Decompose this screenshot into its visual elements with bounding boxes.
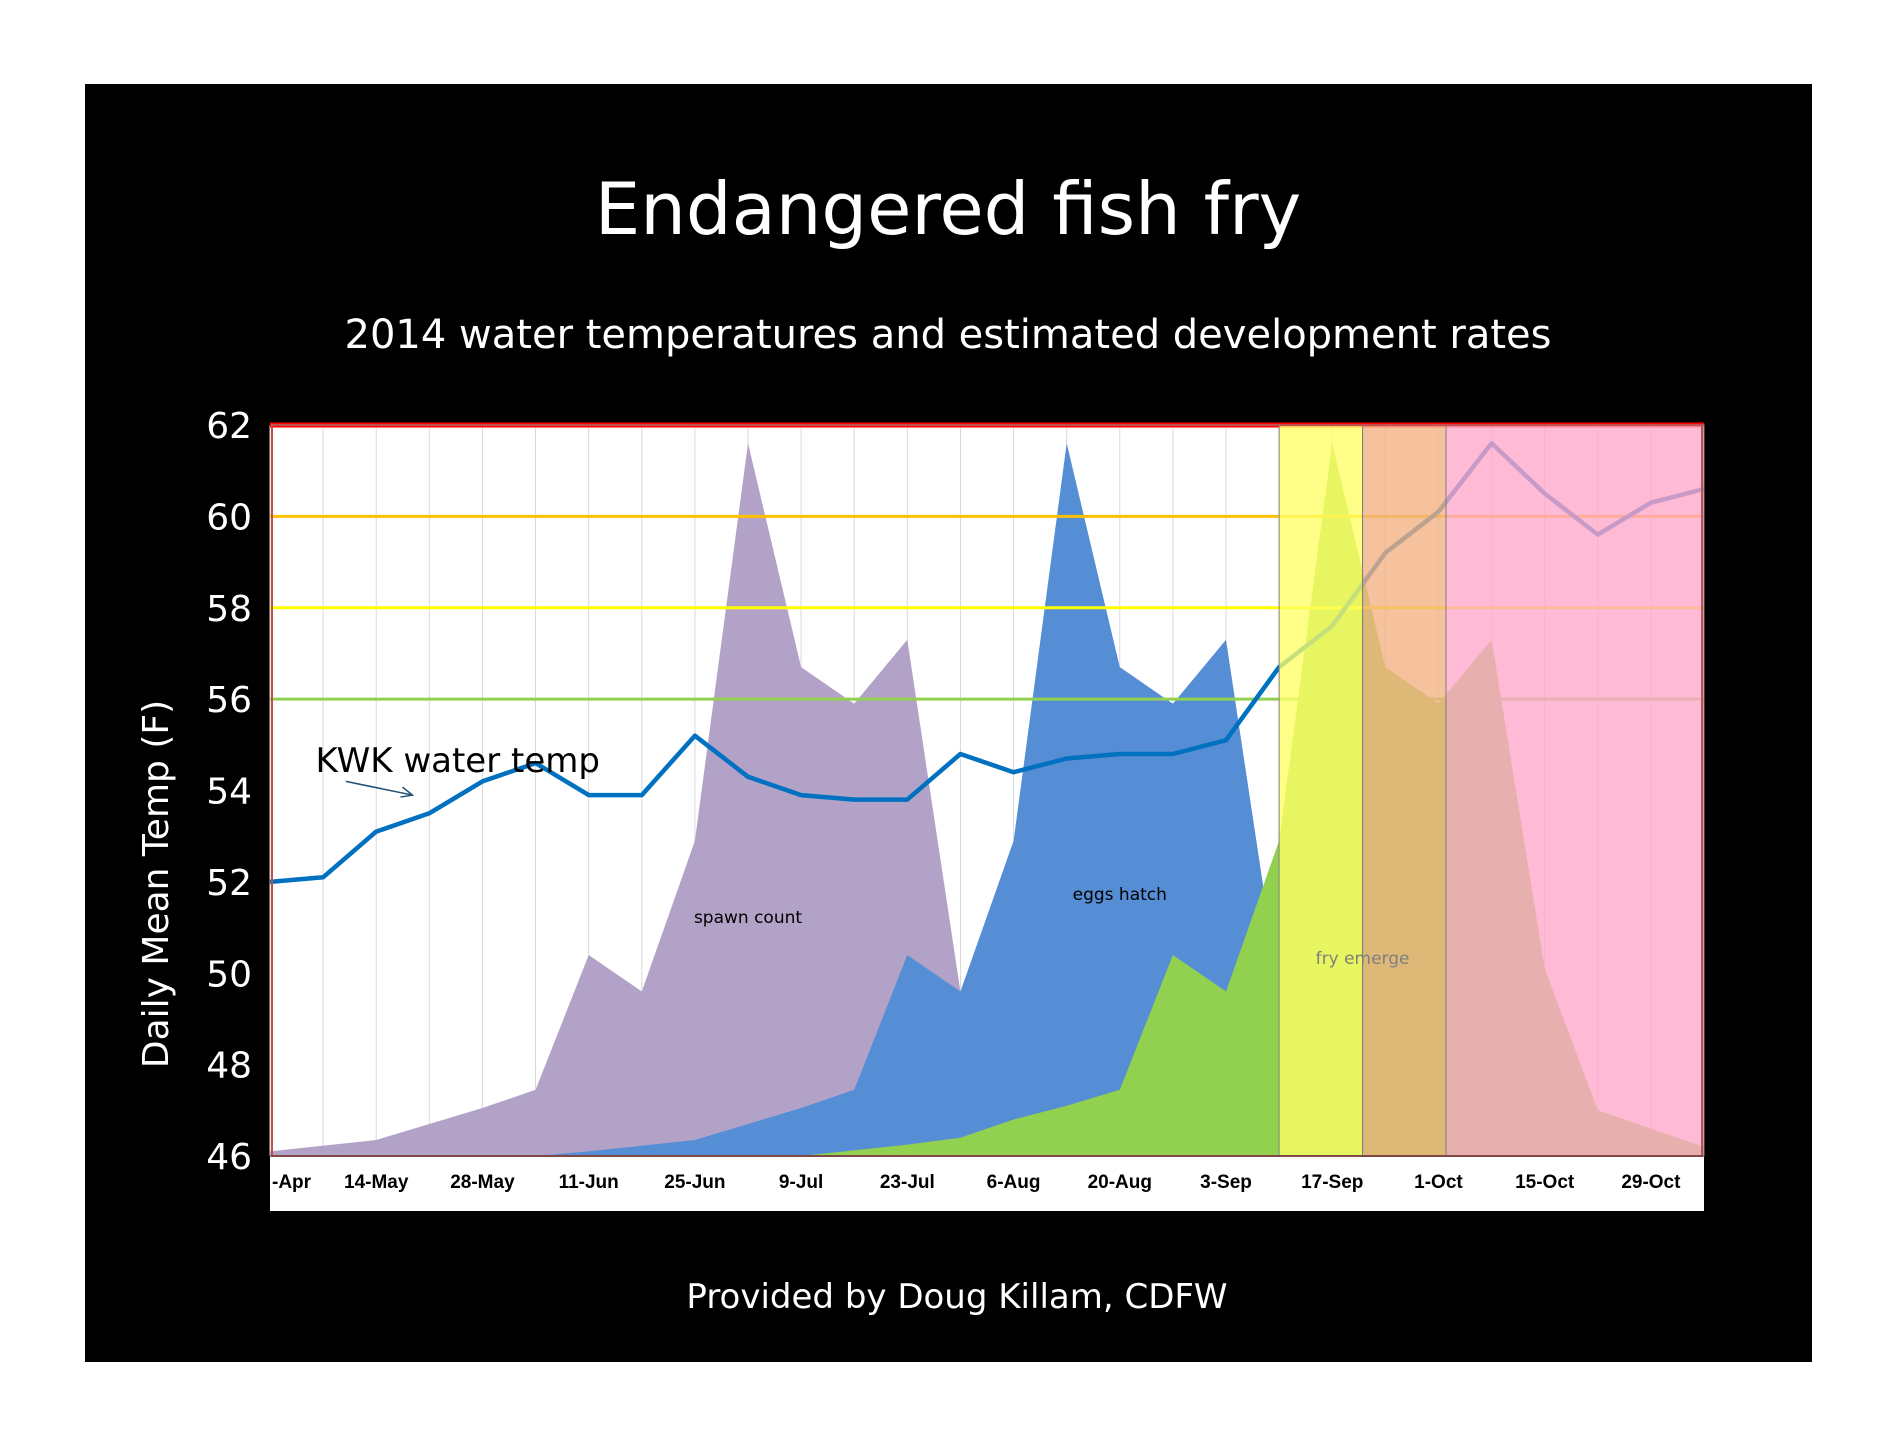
- plot-area: 46 48 50 52 54 56 58 60 62 -Apr 14-May 28-May 11-Jun…: [206, 406, 1705, 1211]
- y-tick-label: 46: [206, 1137, 252, 1178]
- area-spawn-count: [270, 443, 1014, 1156]
- y-tick-label: 50: [206, 954, 252, 995]
- shaded-band: [1278, 424, 1364, 1157]
- footer-credit: Provided by Doug Killam, CDFW: [686, 1277, 1227, 1317]
- annotation-label: KWK water temp: [316, 741, 600, 781]
- x-tick-label: -Apr: [272, 1172, 312, 1193]
- x-tick-label: 29-Oct: [1621, 1172, 1681, 1193]
- x-tick-label: 23-Jul: [880, 1172, 935, 1193]
- x-tick-label: 3-Sep: [1200, 1172, 1252, 1193]
- x-tick-label: 14-May: [344, 1172, 409, 1193]
- shaded-band: [1445, 424, 1705, 1157]
- x-tick-label: 15-Oct: [1515, 1172, 1575, 1193]
- y-tick-label: 52: [206, 863, 252, 904]
- x-tick-label: 20-Aug: [1088, 1172, 1152, 1193]
- chart: Endangered fish fry 2014 water temperatu…: [136, 167, 1705, 1317]
- area-eggs-hatch: [535, 443, 1333, 1156]
- y-tick-label: 58: [206, 589, 252, 630]
- shaded-band: [1362, 424, 1447, 1157]
- annotation-arrow-head: [400, 786, 415, 798]
- y-axis-title: Daily Mean Temp (F): [136, 700, 177, 1068]
- x-tick-label: 9-Jul: [779, 1172, 823, 1193]
- y-tick-label: 60: [206, 497, 252, 538]
- x-tick-label: 17-Sep: [1301, 1172, 1363, 1193]
- annotation-label: spawn count: [694, 908, 802, 928]
- annotation-label: fry emerge: [1316, 949, 1410, 969]
- y-tick-label: 54: [206, 772, 252, 813]
- chart-title: Endangered fish fry: [595, 167, 1301, 251]
- x-tick-label: 25-Jun: [664, 1172, 725, 1193]
- chart-subtitle: 2014 water temperatures and estimated de…: [345, 312, 1552, 358]
- y-tick-label: 48: [206, 1046, 252, 1087]
- x-tick-label: 11-Jun: [559, 1172, 619, 1193]
- x-tick-label: 6-Aug: [987, 1172, 1041, 1193]
- x-tick-label: 1-Oct: [1414, 1172, 1463, 1193]
- y-tick-label: 56: [206, 680, 252, 721]
- annotation-label: eggs hatch: [1073, 885, 1167, 905]
- x-tick-label: 28-May: [450, 1172, 515, 1193]
- slide-background: Endangered fish fry 2014 water temperatu…: [85, 84, 1812, 1362]
- annotation-arrow-line: [345, 780, 413, 796]
- y-tick-label: 62: [206, 406, 252, 447]
